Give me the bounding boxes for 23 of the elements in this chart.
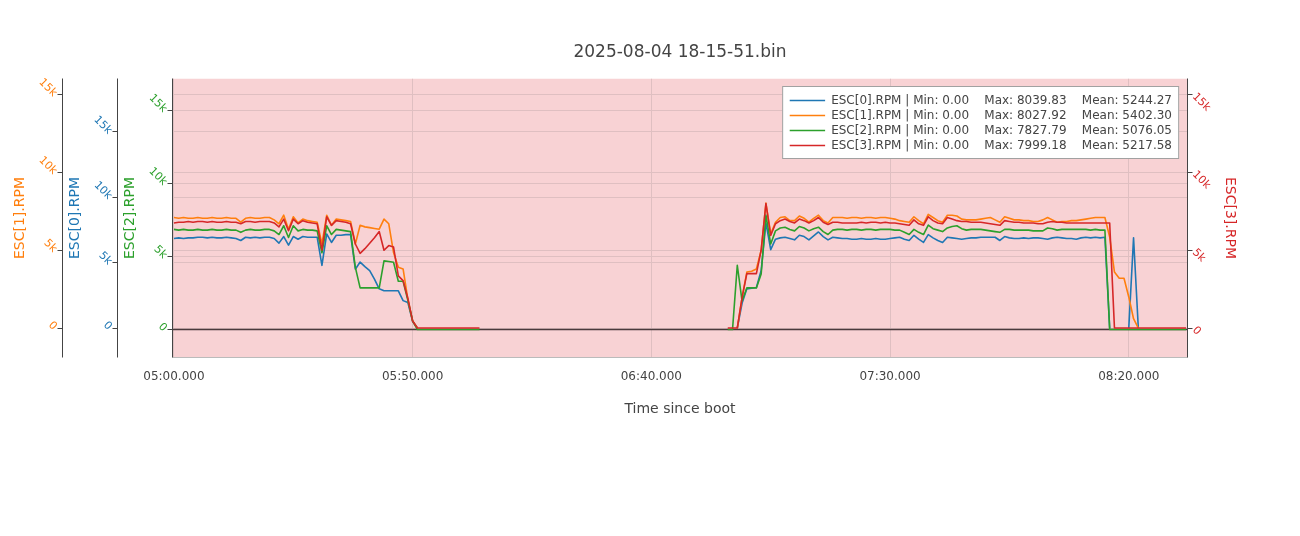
y2-tick-label: 0 <box>1189 323 1205 338</box>
text: ESC[1].RPM <box>10 176 27 260</box>
x-tick-label: 05:50.000 <box>381 368 444 383</box>
y2-axis-title: ESC[3].RPM <box>1223 176 1240 260</box>
legend-label: ESC[2].RPM | Min: 0.00 Max: 7827.79 Mean: 5076.05 <box>831 123 1172 137</box>
legend-label: ESC[3].RPM | Min: 0.00 Max: 7999.18 Mean: 5217.58 <box>831 138 1172 152</box>
text: 0 <box>45 318 61 333</box>
x-tick-label: 07:30.000 <box>859 368 921 383</box>
y-axis-title: ESC[2].RPM <box>120 176 137 260</box>
text: 5k <box>41 236 61 255</box>
x-tick-label: 08:20.000 <box>1098 368 1160 383</box>
y-tick-label: 0 <box>155 320 171 335</box>
legend-label: ESC[0].RPM | Min: 0.00 Max: 8039.83 Mean: 5244.27 <box>831 93 1172 107</box>
chart-title: 2025-08-04 18-15-51.bin <box>573 40 787 61</box>
y3-tick-label: 5k <box>96 248 116 268</box>
y3-axis-title: ESC[0].RPM <box>65 176 82 260</box>
y-tick-label: 5k <box>151 242 171 262</box>
x-axis-title: Time since boot <box>623 399 737 416</box>
x-tick-label: 05:00.000 <box>143 368 205 383</box>
legend-label: ESC[1].RPM | Min: 0.00 Max: 8027.92 Mean: 5402.30 <box>831 108 1172 122</box>
y3-tick-label: 0 <box>100 318 116 333</box>
x-tick-label: 06:40.000 <box>620 368 683 383</box>
y2-tick-label: 5k <box>1189 245 1209 265</box>
